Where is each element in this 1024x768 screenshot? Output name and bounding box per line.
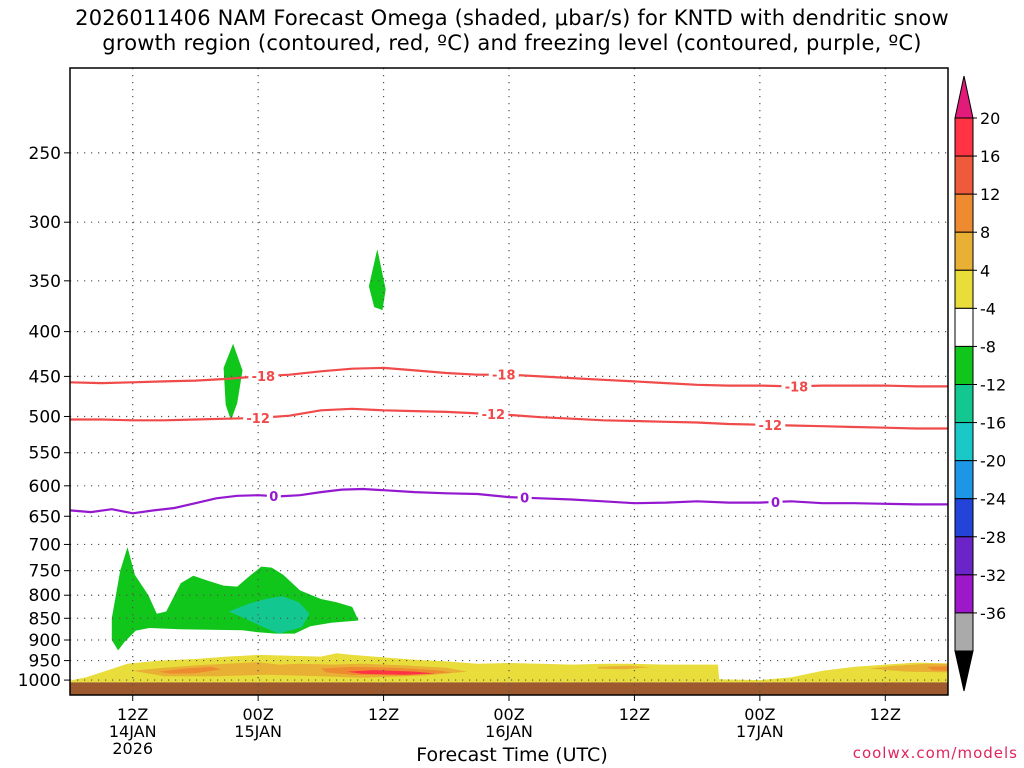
colorbar-swatch-3 xyxy=(954,231,974,271)
colorbar-swatch-8 xyxy=(954,422,974,462)
y-tick-label-400: 400 xyxy=(29,323,61,343)
axes-layer: 2503003504004505005506006507007508008509… xyxy=(18,67,949,758)
y-tick-label-550: 550 xyxy=(29,444,61,464)
dgz-minus-12-label-0: -12 xyxy=(246,412,270,427)
x-axis-label: Forecast Time (UTC) xyxy=(416,744,608,766)
x-tick-label-78-0: 12Z xyxy=(870,705,901,724)
y-tick-label-700: 700 xyxy=(29,535,61,555)
omega-minus-4-upper-2 xyxy=(223,343,243,421)
colorbar-swatch-9 xyxy=(954,460,974,500)
dgz-minus-18-label-bg-0 xyxy=(248,369,279,384)
dgz-minus-12-label-1: -12 xyxy=(482,408,506,423)
y-tick-label-850: 850 xyxy=(29,609,61,629)
omega-minus-8-lower xyxy=(228,596,310,634)
dgz-minus-12-label-2: -12 xyxy=(759,419,783,434)
x-tick-label-6-2: 2026 xyxy=(112,739,153,758)
colorbar-swatch-5 xyxy=(954,307,974,347)
y-tick-label-300: 300 xyxy=(29,213,61,233)
y-tick-label-250: 250 xyxy=(29,144,61,164)
colorbar-extend-bottom xyxy=(954,650,974,692)
omega-shading-layer xyxy=(70,249,948,695)
colorbar-label-2: 12 xyxy=(980,185,1000,204)
dgz-minus-18-label-bg-2 xyxy=(781,379,812,394)
colorbar-label-11: -28 xyxy=(980,528,1006,547)
colorbar-swatch-2 xyxy=(954,193,974,233)
freezing-level-0-label-2: 0 xyxy=(771,496,780,511)
dgz-minus-12 xyxy=(70,407,948,430)
dgz-minus-18-label-0: -18 xyxy=(252,370,276,385)
colorbar-label-1: 16 xyxy=(980,147,1000,166)
y-tick-label-350: 350 xyxy=(29,272,61,292)
colorbar-swatch-12 xyxy=(954,574,974,614)
y-tick-label-600: 600 xyxy=(29,477,61,497)
colorbar-label-4: 4 xyxy=(980,261,990,280)
x-tick-label-6-1: 14JAN xyxy=(109,722,157,741)
colorbar-label-12: -32 xyxy=(980,566,1006,585)
omega-minus-4-lower xyxy=(111,547,359,651)
x-tick-label-18-0: 00Z xyxy=(242,705,273,724)
colorbar-swatch-0 xyxy=(954,117,974,157)
colorbar-label-5: -4 xyxy=(980,299,996,318)
colorbar-label-3: 8 xyxy=(980,223,990,242)
colorbar-swatch-1 xyxy=(954,155,974,195)
colorbar-label-10: -24 xyxy=(980,490,1006,509)
omega-12-surface xyxy=(158,666,222,674)
x-tick-label-66-1: 17JAN xyxy=(736,722,784,741)
colorbar-label-0: 20 xyxy=(980,109,1000,128)
colorbar-swatch-4 xyxy=(954,269,974,309)
freezing-level-0-label-bg-1 xyxy=(517,490,532,505)
colorbar-swatch-6 xyxy=(954,345,974,385)
x-tick-label-30-0: 12Z xyxy=(368,705,399,724)
omega-8-surface-east-1 xyxy=(597,665,651,670)
x-tick-label-6-0: 12Z xyxy=(117,705,148,724)
y-tick-label-800: 800 xyxy=(29,586,61,606)
chart-title-line-2: growth region (contoured, red, ºC) and f… xyxy=(102,31,922,55)
x-tick-label-18-1: 15JAN xyxy=(234,722,282,741)
colorbar-label-9: -20 xyxy=(980,452,1006,471)
colorbar-extend-top xyxy=(954,75,974,119)
y-tick-label-1000: 1000 xyxy=(18,671,61,691)
colorbar: 20 16 12 8 4 -4 -8 -12 -16 -20 -24 -28 -32 -36 xyxy=(954,75,1006,692)
freezing-level-0-label-bg-0 xyxy=(266,489,281,504)
colorbar-swatch-11 xyxy=(954,536,974,576)
x-tick-label-42-1: 16JAN xyxy=(485,722,533,741)
x-tick-label-54-0: 12Z xyxy=(619,705,650,724)
colorbar-label-8: -16 xyxy=(980,414,1006,433)
colorbar-label-6: -8 xyxy=(980,337,996,356)
omega-8-surface-east-2 xyxy=(869,663,948,673)
chart-title: 2026011406 NAM Forecast Omega (shaded, μ… xyxy=(0,6,1024,56)
omega-minus-4-upper-1 xyxy=(368,249,386,311)
dgz-minus-12-label-bg-2 xyxy=(755,417,786,432)
dgz-minus-12-label-bg-1 xyxy=(478,407,509,422)
terrain-below-ground xyxy=(70,682,948,695)
contour-layer: -18 -18 -18 -12 -12 -12 0 0 0 xyxy=(70,366,948,515)
freezing-level-0-label-0: 0 xyxy=(269,490,278,505)
y-tick-label-450: 450 xyxy=(29,367,61,387)
dgz-minus-18-label-bg-1 xyxy=(488,367,519,382)
freezing-level-0-label-1: 0 xyxy=(520,492,529,507)
source-credit[interactable]: coolwx.com/models xyxy=(852,744,1018,762)
colorbar-swatch-10 xyxy=(954,498,974,538)
dgz-minus-12-label-bg-0 xyxy=(243,410,274,425)
colorbar-label-13: -36 xyxy=(980,604,1006,623)
colorbar-label-7: -12 xyxy=(980,376,1006,395)
x-tick-label-66-0: 00Z xyxy=(744,705,775,724)
colorbar-swatch-7 xyxy=(954,384,974,424)
y-tick-label-750: 750 xyxy=(29,562,61,582)
chart-title-line-1: 2026011406 NAM Forecast Omega (shaded, μ… xyxy=(75,6,949,30)
y-tick-label-500: 500 xyxy=(29,407,61,427)
y-tick-label-900: 900 xyxy=(29,631,61,651)
dgz-minus-18-label-2: -18 xyxy=(785,380,809,395)
omega-16-surface xyxy=(347,670,436,675)
x-tick-label-42-0: 00Z xyxy=(493,705,524,724)
omega-12-surface-3 xyxy=(927,666,948,671)
freezing-level-0-label-bg-2 xyxy=(768,494,783,509)
y-tick-label-950: 950 xyxy=(29,652,61,672)
dgz-minus-18-label-1: -18 xyxy=(492,369,516,384)
colorbar-swatch-13 xyxy=(954,612,974,652)
y-tick-label-650: 650 xyxy=(29,507,61,527)
